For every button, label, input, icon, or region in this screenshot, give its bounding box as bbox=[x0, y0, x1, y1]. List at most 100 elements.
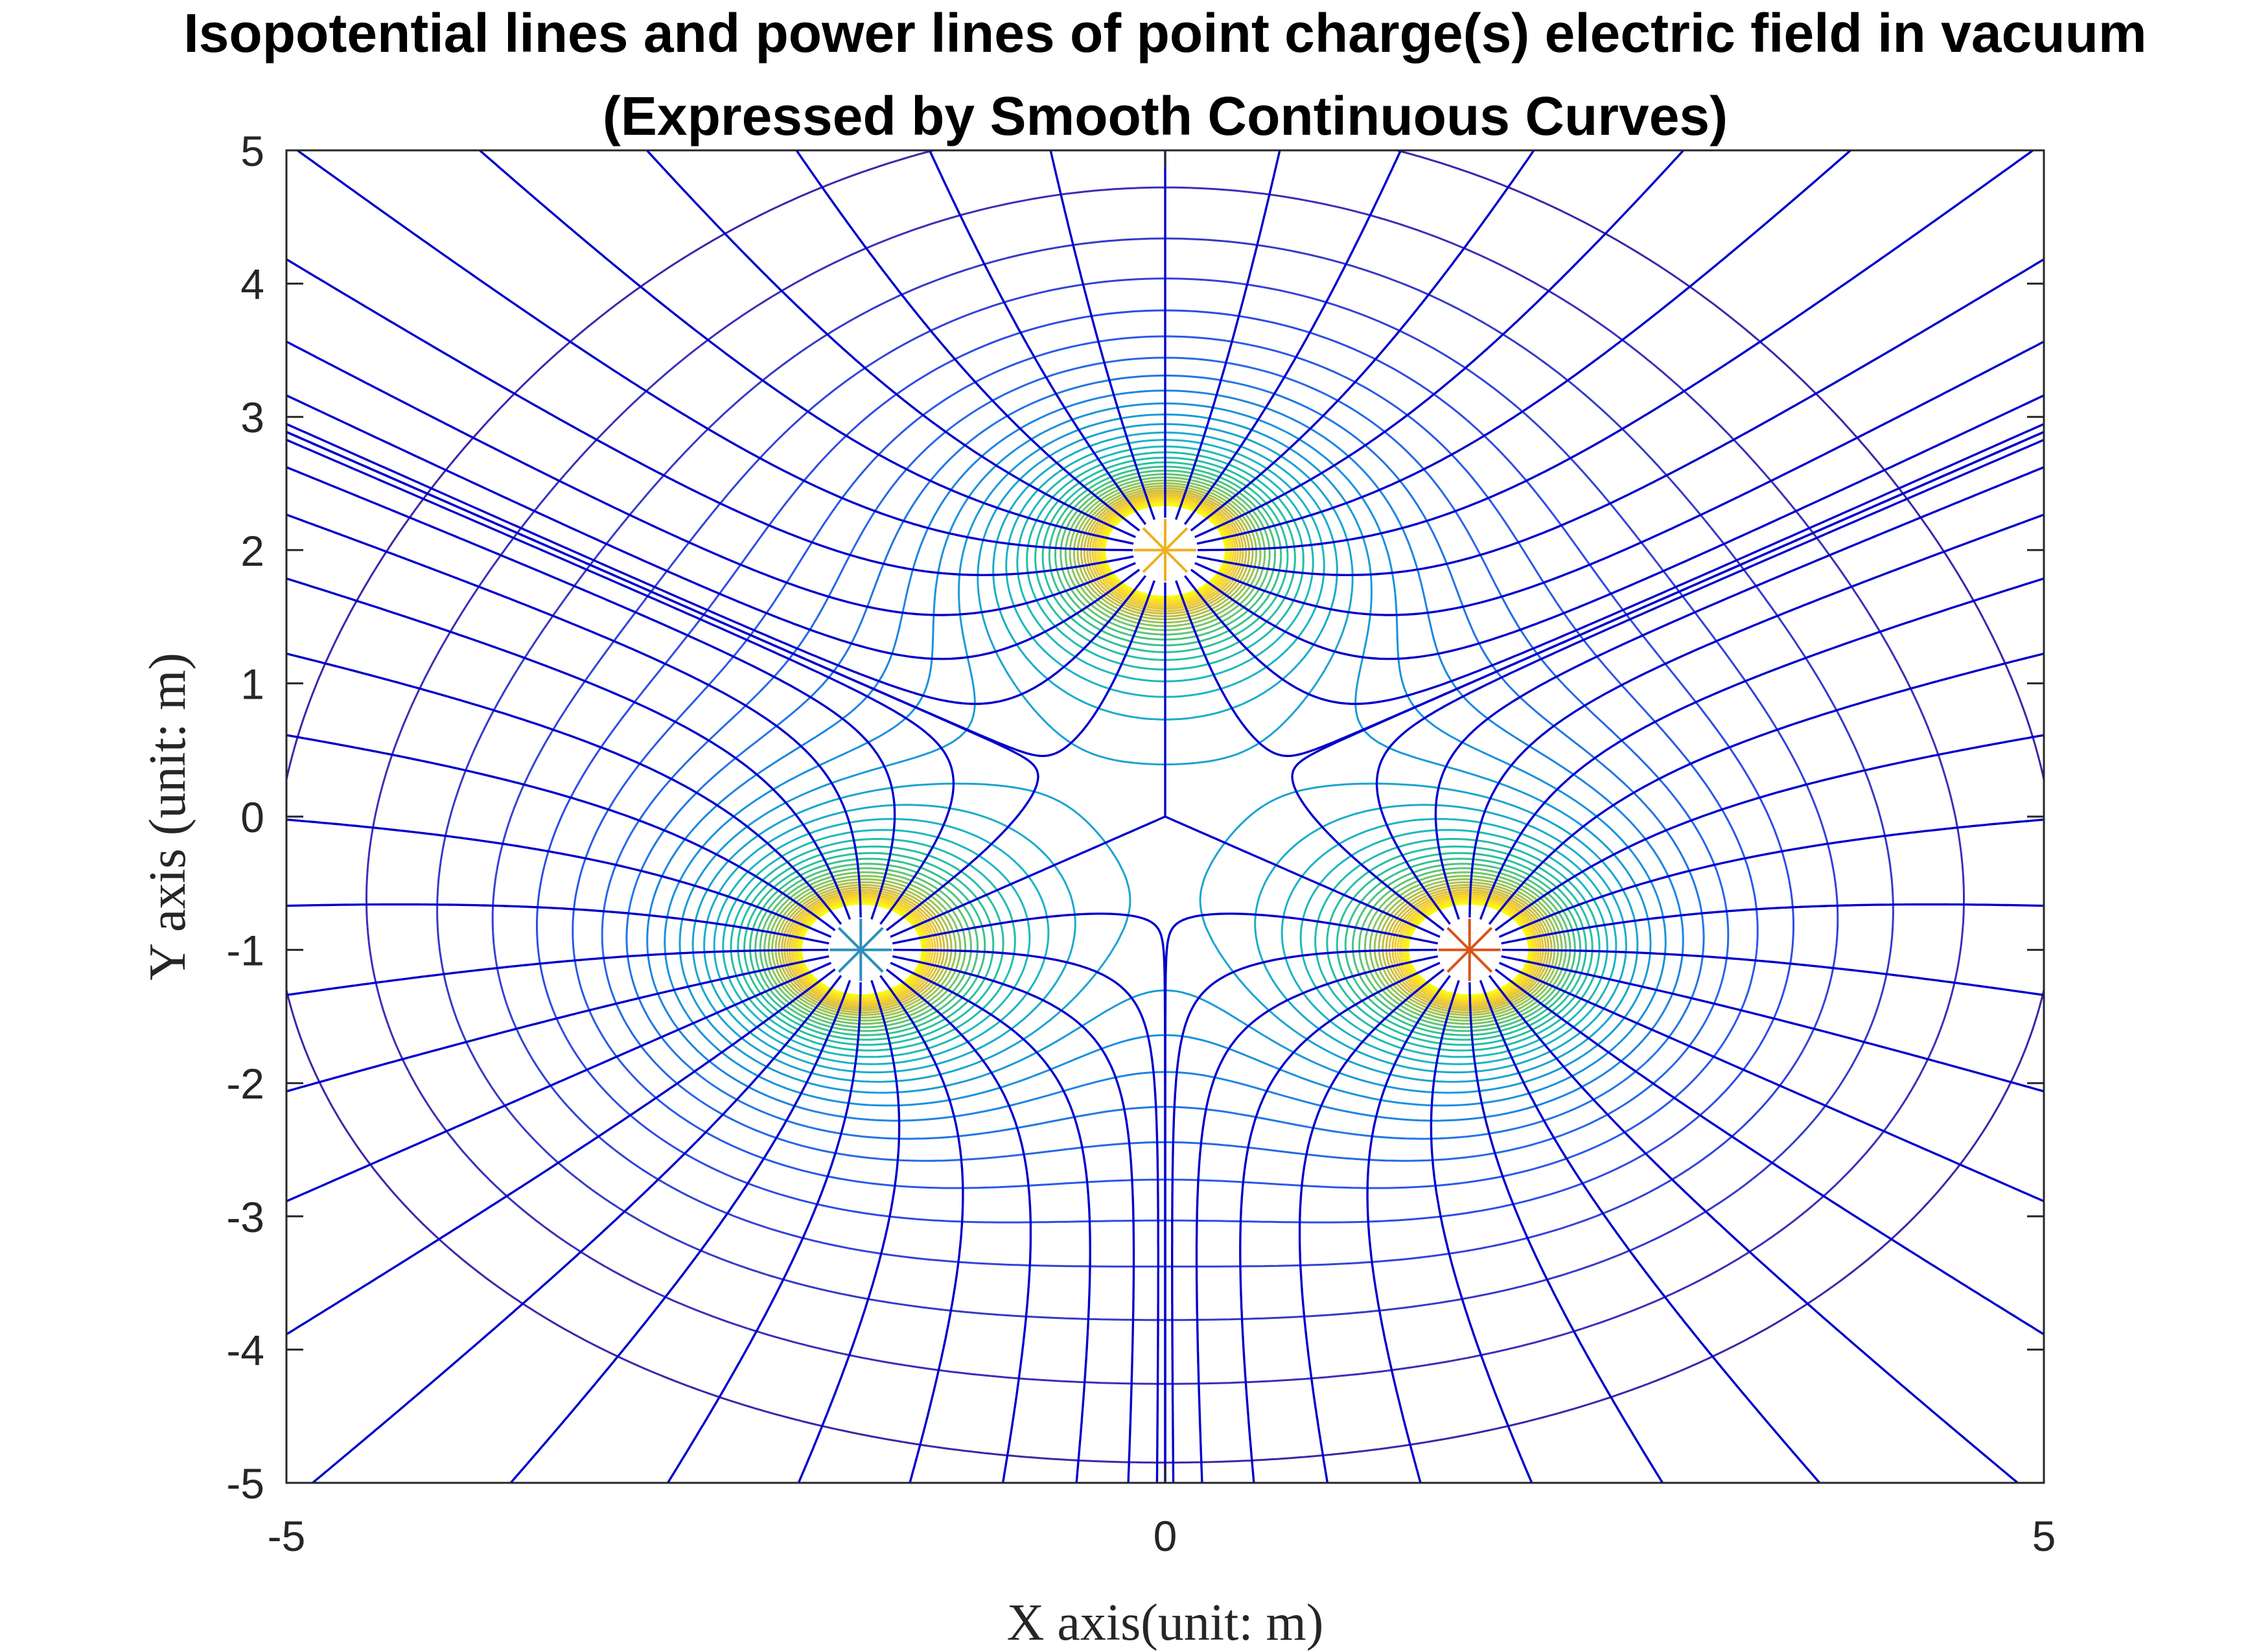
field-line bbox=[666, 966, 862, 1483]
field-line bbox=[1179, 150, 1536, 540]
equipotential-contour bbox=[678, 413, 1652, 1094]
y-tick-label: 4 bbox=[240, 261, 264, 308]
field-line bbox=[1195, 953, 1450, 1483]
field-line bbox=[645, 150, 1148, 544]
field-line bbox=[286, 466, 896, 935]
field-line bbox=[286, 423, 1156, 705]
field-line bbox=[1479, 652, 2044, 937]
x-axis-label: X axis(unit: m) bbox=[1007, 1594, 1324, 1651]
charge-marker bbox=[829, 918, 892, 981]
field-line bbox=[1185, 258, 2044, 576]
equipotential-contour bbox=[625, 375, 1705, 1140]
field-line bbox=[1474, 964, 1822, 1483]
field-line bbox=[1183, 150, 1686, 544]
field-line bbox=[286, 903, 841, 947]
y-tick-label: 1 bbox=[240, 660, 264, 708]
y-tick-label: 0 bbox=[240, 793, 264, 841]
field-line bbox=[1185, 150, 1853, 548]
field-line bbox=[1487, 818, 2044, 943]
field-line bbox=[1174, 423, 2044, 705]
field-line bbox=[1483, 734, 2044, 940]
y-tick-label: -2 bbox=[226, 1060, 264, 1108]
field-line bbox=[296, 150, 1144, 552]
field-line bbox=[1164, 815, 1452, 943]
field-line bbox=[286, 957, 843, 1203]
field-line bbox=[1474, 577, 2044, 935]
equipotential-contour bbox=[601, 356, 1730, 1162]
field-line bbox=[1434, 466, 2044, 935]
y-tick-label: -1 bbox=[226, 927, 264, 975]
axis-ticks: -5 0 5 5 4 3 2 1 0 -1 -2 -3 -4 -5 bbox=[226, 127, 2056, 1560]
field-line bbox=[875, 960, 1032, 1483]
field-line bbox=[1483, 960, 2044, 1336]
field-line bbox=[286, 258, 1145, 576]
field-line bbox=[286, 394, 1152, 660]
field-line bbox=[1179, 394, 2044, 660]
field-line bbox=[286, 652, 852, 937]
field-line bbox=[870, 962, 964, 1483]
field-line bbox=[1186, 150, 2035, 552]
charge-marker bbox=[1134, 518, 1196, 581]
field-line bbox=[878, 815, 1166, 943]
field-line bbox=[286, 430, 1039, 940]
field-line bbox=[1468, 513, 2044, 934]
field-line bbox=[286, 960, 847, 1336]
y-tick-label: 5 bbox=[240, 127, 264, 175]
field-line bbox=[797, 964, 901, 1483]
x-tick-label: -5 bbox=[268, 1512, 306, 1560]
field-line bbox=[1169, 150, 1281, 535]
equipotential-contour bbox=[365, 186, 1965, 1385]
field-line bbox=[1366, 962, 1460, 1483]
y-tick-label: 3 bbox=[240, 393, 264, 441]
field-line bbox=[1468, 966, 1664, 1483]
field-line bbox=[1490, 948, 2044, 997]
equipotential-contour bbox=[730, 451, 1601, 1052]
field-line bbox=[881, 948, 1159, 1483]
field-line bbox=[1430, 964, 1533, 1483]
field-line bbox=[286, 513, 862, 934]
field-line bbox=[286, 577, 857, 935]
field-line bbox=[1049, 150, 1161, 535]
equipotential-contour bbox=[759, 473, 1571, 1029]
field-line bbox=[286, 734, 847, 940]
y-tick-label: -4 bbox=[226, 1326, 264, 1374]
field-line bbox=[1291, 430, 2044, 940]
equipotential-contour bbox=[491, 277, 1839, 1268]
field-line bbox=[1171, 948, 1449, 1483]
field-line bbox=[1489, 953, 2044, 1093]
field-line bbox=[1479, 962, 2020, 1483]
chart-title: Isopotential lines and power lines of po… bbox=[183, 3, 2146, 64]
field-line bbox=[478, 150, 1145, 548]
equipotential-contour bbox=[691, 423, 1639, 1083]
charge-markers bbox=[828, 517, 1502, 983]
field-line bbox=[881, 953, 1135, 1483]
field-line bbox=[286, 340, 1148, 616]
field-line bbox=[1239, 957, 1452, 1483]
charge-marker-stroke bbox=[837, 927, 884, 973]
field-line bbox=[1298, 960, 1455, 1483]
y-tick-label: 2 bbox=[240, 527, 264, 575]
field-line bbox=[1487, 957, 2044, 1203]
field-line bbox=[310, 962, 852, 1483]
chart-subtitle: (Expressed by Smooth Continuous Curves) bbox=[603, 86, 1728, 146]
x-tick-label: 5 bbox=[2032, 1512, 2056, 1560]
field-lines bbox=[286, 150, 2044, 1483]
y-tick-label: -3 bbox=[226, 1193, 264, 1241]
field-line bbox=[286, 818, 843, 943]
field-line bbox=[1164, 913, 1450, 1483]
field-line bbox=[286, 948, 840, 997]
field-line bbox=[794, 150, 1152, 540]
field-line bbox=[1375, 438, 2044, 937]
charge-marker-stroke bbox=[1142, 527, 1188, 574]
equipotential-contour bbox=[286, 150, 2044, 1464]
field-line bbox=[286, 438, 955, 937]
equipotential-contour bbox=[754, 469, 1576, 1032]
y-tick-label: -5 bbox=[226, 1460, 264, 1507]
field-line bbox=[509, 964, 857, 1483]
field-line bbox=[1489, 903, 2044, 947]
x-tick-label: 0 bbox=[1154, 1512, 1177, 1560]
field-line bbox=[1183, 340, 2044, 616]
field-line bbox=[286, 953, 841, 1093]
charge-marker bbox=[1438, 918, 1501, 981]
